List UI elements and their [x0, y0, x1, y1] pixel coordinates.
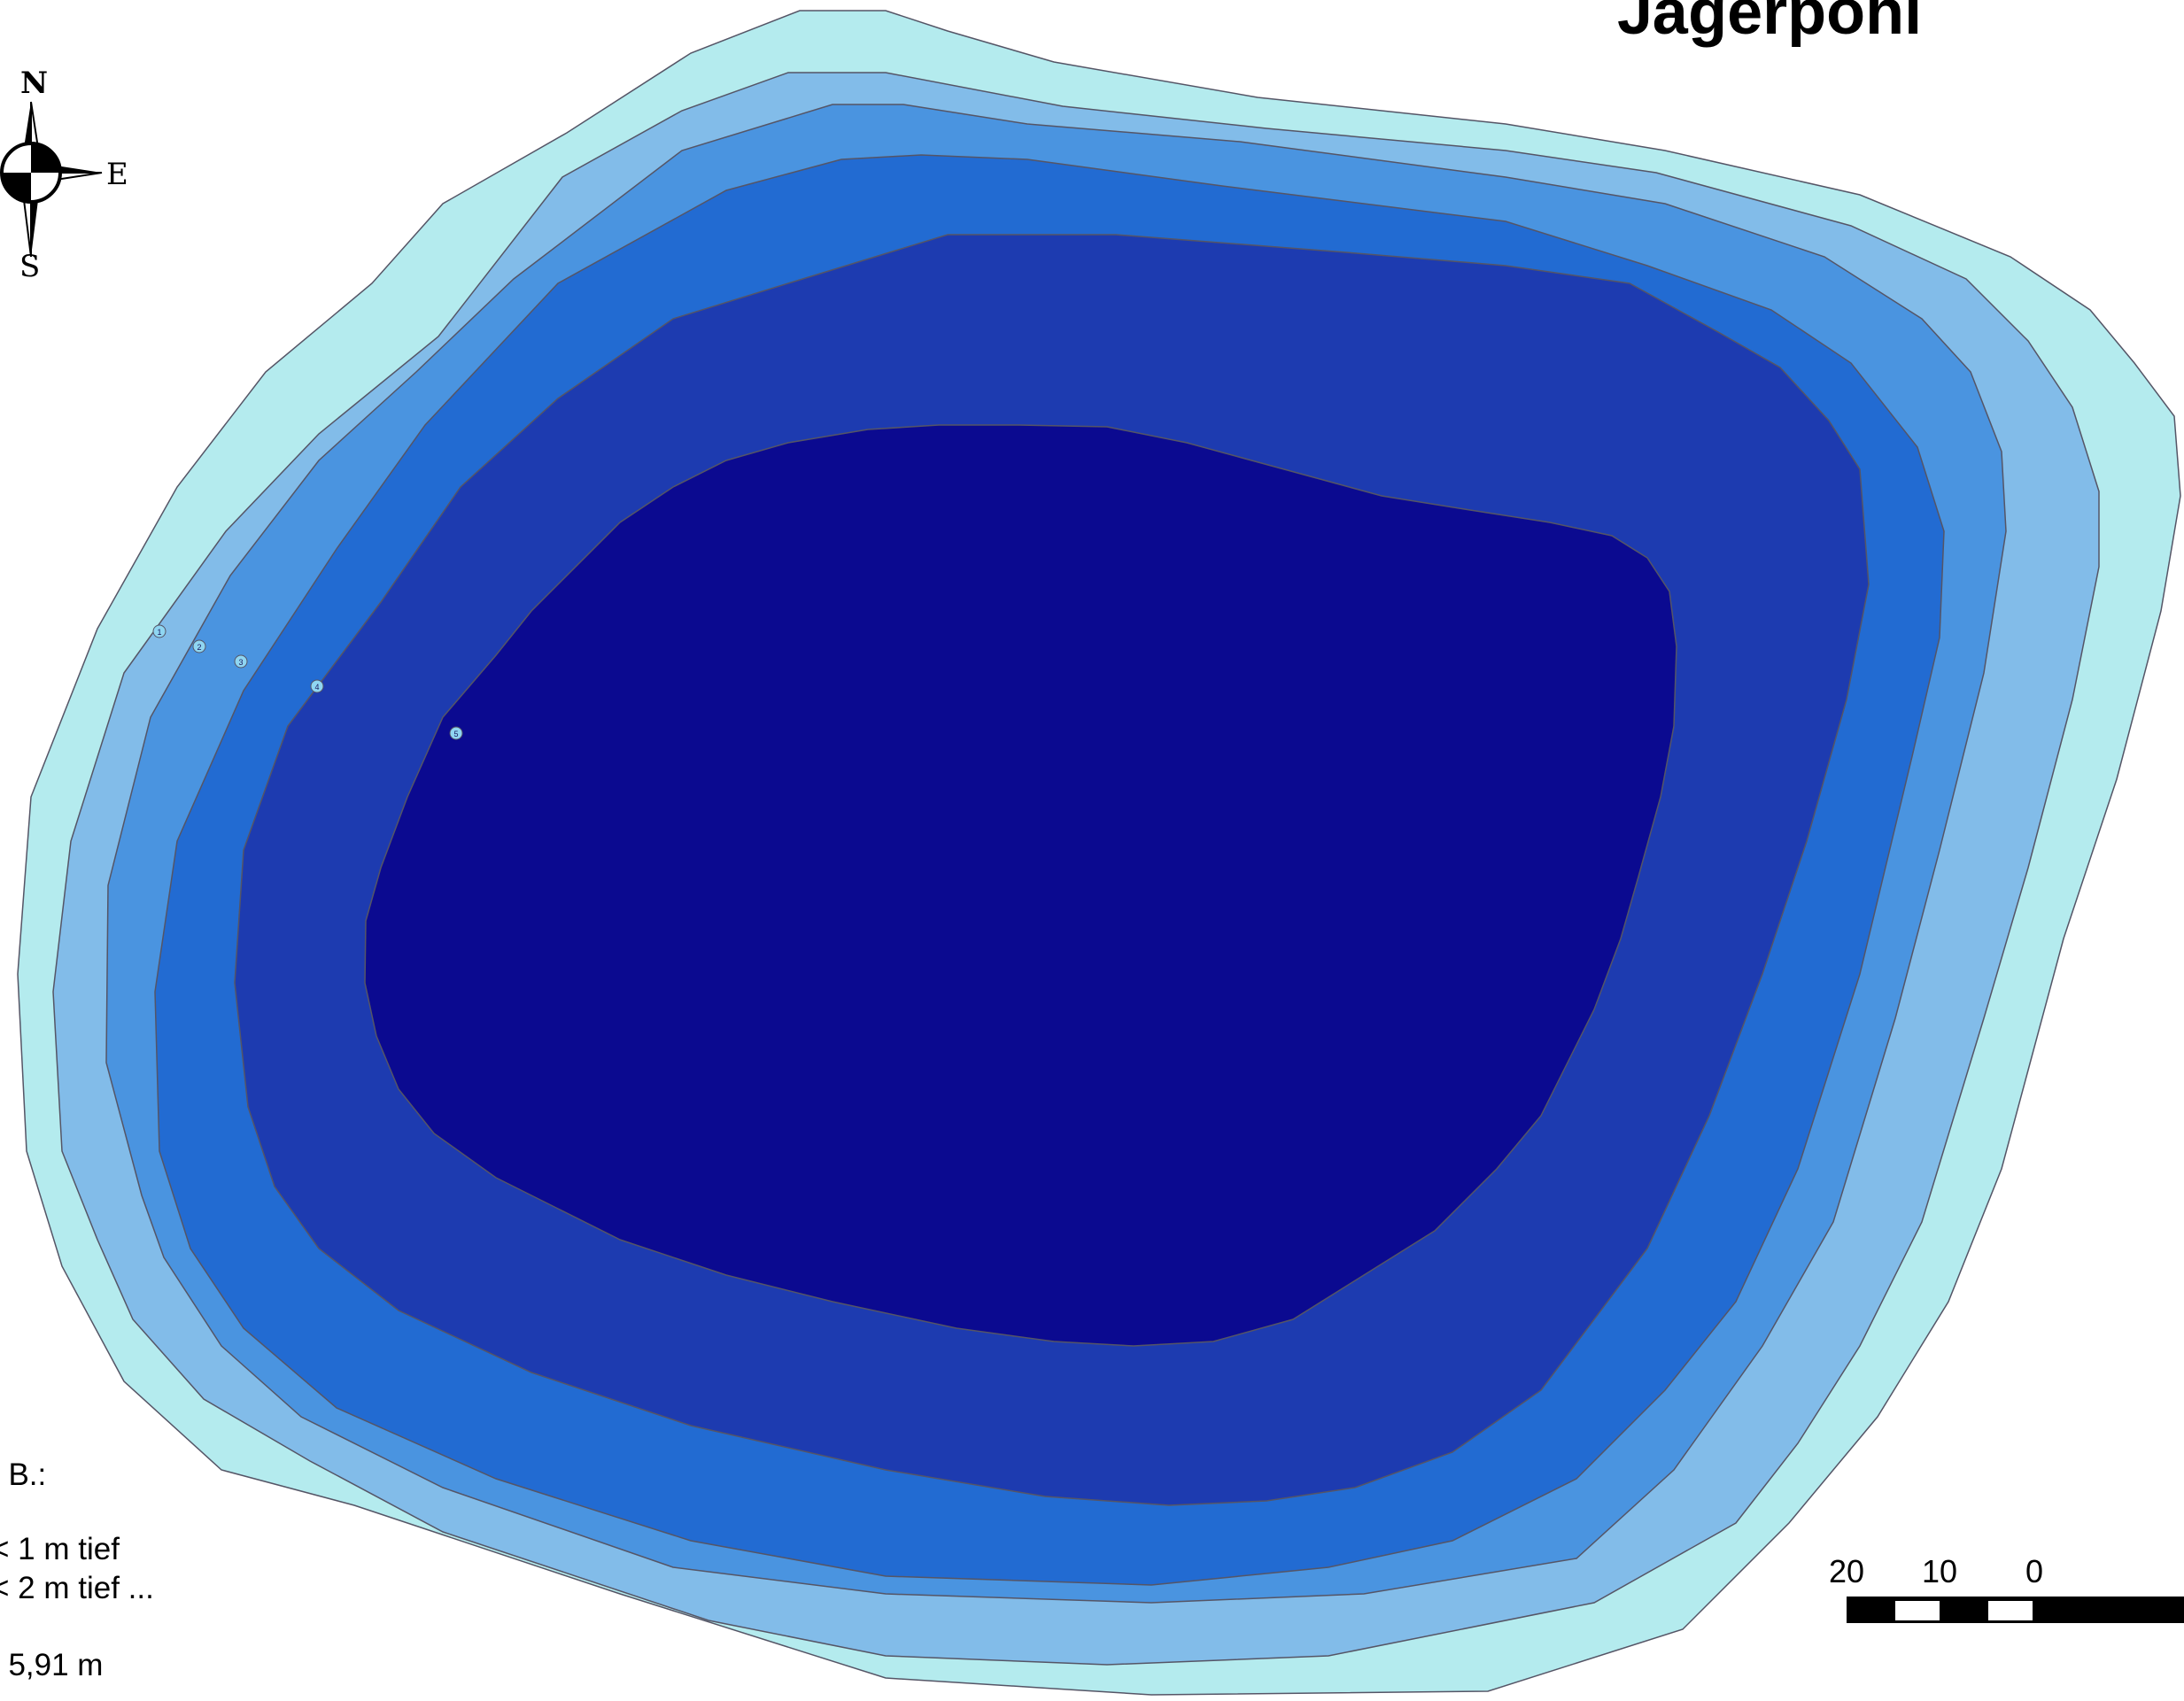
contour-marker-1: 1	[152, 624, 167, 638]
svg-text:5: 5	[453, 730, 458, 738]
compass-north-label: N	[20, 66, 48, 101]
depth-zone-6	[364, 424, 1677, 1347]
legend-line-2: < 2 m tief ...	[0, 1571, 154, 1605]
contour-marker-2: 2	[192, 639, 206, 653]
contour-markers: 1 2 3 4 5	[152, 624, 463, 740]
scale-label-0: 0	[2025, 1553, 2044, 1589]
map-title: Jägerpohl	[1617, 0, 1923, 48]
legend-line-1: < 1 m tief	[0, 1532, 120, 1566]
svg-text:1: 1	[157, 628, 161, 637]
svg-text:3: 3	[238, 658, 243, 667]
scale-bar	[1847, 1597, 2184, 1623]
legend-max-depth: : 5,91 m	[0, 1648, 104, 1682]
contour-marker-5: 5	[449, 726, 463, 740]
svg-text:2: 2	[197, 643, 201, 652]
scale-label-10: 10	[1922, 1553, 1958, 1589]
compass-south-label: S	[19, 249, 40, 284]
scale-label-20: 20	[1829, 1553, 1865, 1589]
compass-rose-icon: N E S	[0, 66, 128, 284]
depth-zones	[17, 10, 2181, 1696]
svg-text:4: 4	[314, 683, 319, 692]
compass-east-label: E	[106, 157, 128, 192]
contour-marker-4: 4	[310, 679, 324, 693]
legend-heading: . B.:	[0, 1457, 47, 1492]
contour-marker-3: 3	[234, 654, 248, 669]
